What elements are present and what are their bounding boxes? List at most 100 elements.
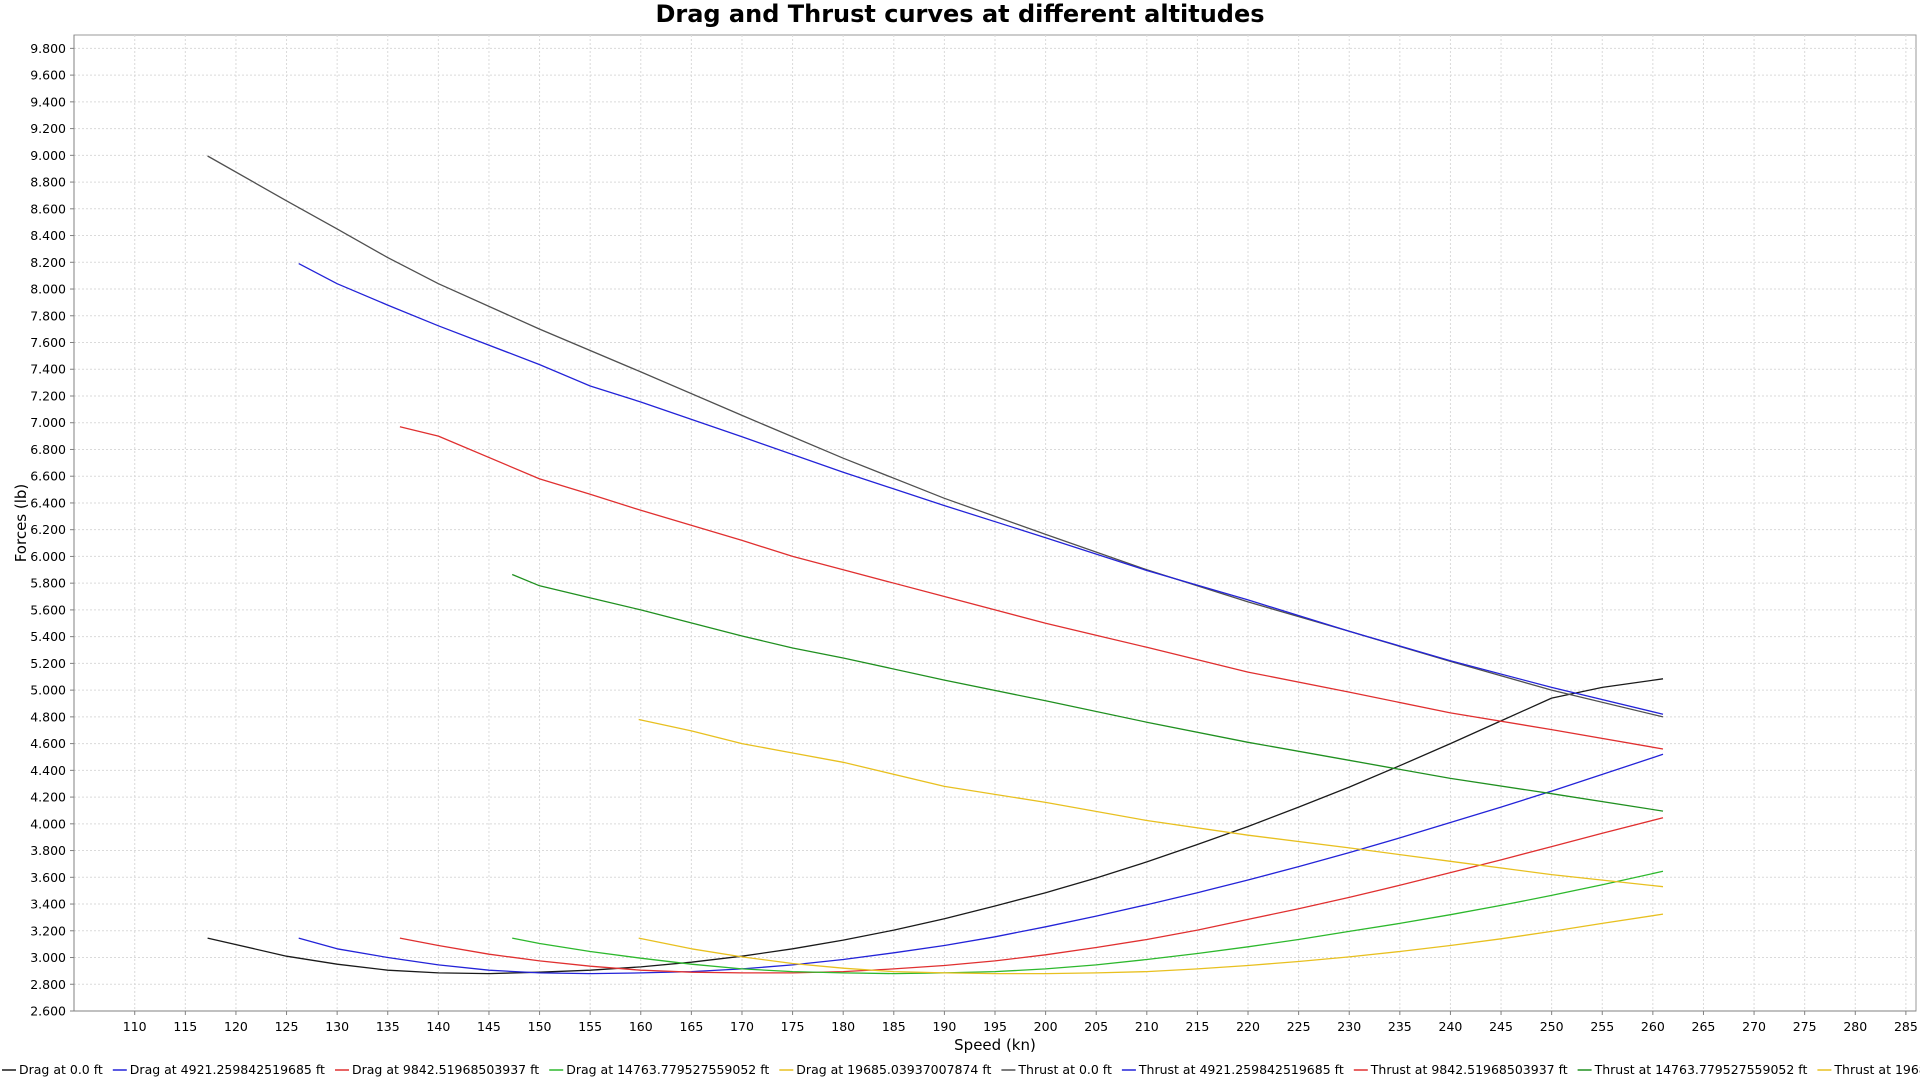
- y-tick-label: 5.800: [30, 576, 66, 591]
- y-tick-label: 2.800: [30, 977, 66, 992]
- y-tick-label: 6.000: [30, 549, 66, 564]
- y-tick-label: 7.200: [30, 388, 66, 403]
- axis-layer: 110 115 120 125 130 135 140 145 150 155 160 165 170 1…: [30, 35, 1918, 1034]
- y-tick-label: 5.400: [30, 629, 66, 644]
- x-tick-label: 220: [1236, 1019, 1260, 1034]
- x-tick-label: 195: [983, 1019, 1007, 1034]
- chart-title: Drag and Thrust curves at different alti…: [655, 0, 1265, 28]
- x-tick-label: 280: [1843, 1019, 1867, 1034]
- x-tick-label: 255: [1590, 1019, 1614, 1034]
- x-tick-label: 210: [1135, 1019, 1159, 1034]
- legend-label: Drag at 4921.259842519685 ft: [130, 1062, 325, 1077]
- x-tick-label: 110: [123, 1019, 147, 1034]
- x-tick-label: 250: [1540, 1019, 1564, 1034]
- x-tick-label: 230: [1337, 1019, 1361, 1034]
- x-tick-label: 115: [173, 1019, 197, 1034]
- x-tick-label: 125: [275, 1019, 299, 1034]
- x-tick-label: 275: [1793, 1019, 1817, 1034]
- series-line-9: [511, 573, 1664, 812]
- y-tick-label: 9.200: [30, 121, 66, 136]
- x-tick-label: 190: [932, 1019, 956, 1034]
- y-tick-label: 7.400: [30, 362, 66, 377]
- series-line-5: [638, 913, 1664, 975]
- x-tick-label: 270: [1742, 1019, 1766, 1034]
- legend-item-4: Drag at 14763.779527559052 ft: [549, 1062, 769, 1077]
- legend-item-10: Thrust at 19685.03937007874 ft: [1817, 1062, 1920, 1077]
- x-tick-label: 175: [781, 1019, 805, 1034]
- y-tick-label: 6.200: [30, 522, 66, 537]
- y-tick-label: 6.600: [30, 469, 66, 484]
- x-tick-label: 155: [578, 1019, 602, 1034]
- y-tick-label: 4.400: [30, 763, 66, 778]
- y-tick-label: 2.600: [30, 1004, 66, 1019]
- y-tick-label: 3.400: [30, 897, 66, 912]
- y-tick-label: 5.000: [30, 683, 66, 698]
- x-tick-label: 285: [1894, 1019, 1918, 1034]
- y-tick-label: 3.600: [30, 870, 66, 885]
- y-tick-label: 3.000: [30, 950, 66, 965]
- y-tick-label: 8.800: [30, 175, 66, 190]
- x-axis-label: Speed (kn): [954, 1036, 1036, 1054]
- y-tick-label: 4.600: [30, 736, 66, 751]
- x-tick-label: 215: [1185, 1019, 1209, 1034]
- x-tick-label: 165: [679, 1019, 703, 1034]
- legend-label: Drag at 9842.51968503937 ft: [352, 1062, 539, 1077]
- legend-label: Thrust at 0.0 ft: [1017, 1062, 1112, 1077]
- legend-label: Drag at 0.0 ft: [19, 1062, 103, 1077]
- legend-item-7: Thrust at 4921.259842519685 ft: [1121, 1062, 1344, 1077]
- x-tick-label: 180: [831, 1019, 855, 1034]
- y-tick-label: 4.800: [30, 709, 66, 724]
- y-tick-label: 5.600: [30, 602, 66, 617]
- x-tick-label: 225: [1287, 1019, 1311, 1034]
- legend-item-8: Thrust at 9842.51968503937 ft: [1353, 1062, 1568, 1077]
- x-tick-label: 150: [528, 1019, 552, 1034]
- legend-item-9: Thrust at 14763.779527559052 ft: [1577, 1062, 1808, 1077]
- y-tick-label: 7.000: [30, 415, 66, 430]
- y-tick-label: 4.000: [30, 816, 66, 831]
- y-tick-label: 3.800: [30, 843, 66, 858]
- y-tick-label: 5.200: [30, 656, 66, 671]
- x-tick-label: 265: [1692, 1019, 1716, 1034]
- x-tick-label: 120: [224, 1019, 248, 1034]
- series-line-1: [207, 678, 1664, 975]
- x-tick-label: 135: [376, 1019, 400, 1034]
- y-axis-label: Forces (lb): [12, 484, 30, 563]
- y-tick-label: 9.600: [30, 68, 66, 83]
- series-line-2: [298, 753, 1664, 975]
- x-tick-label: 260: [1641, 1019, 1665, 1034]
- y-tick-label: 7.600: [30, 335, 66, 350]
- legend-label: Thrust at 19685.03937007874 ft: [1833, 1062, 1920, 1077]
- x-tick-label: 240: [1439, 1019, 1463, 1034]
- legend-label: Drag at 19685.03937007874 ft: [796, 1062, 991, 1077]
- legend-label: Thrust at 9842.51968503937 ft: [1370, 1062, 1568, 1077]
- y-tick-label: 9.800: [30, 41, 66, 56]
- legend-label: Drag at 14763.779527559052 ft: [566, 1062, 769, 1077]
- x-tick-label: 205: [1084, 1019, 1108, 1034]
- legend-item-3: Drag at 9842.51968503937 ft: [335, 1062, 539, 1077]
- x-tick-label: 185: [882, 1019, 906, 1034]
- x-tick-label: 160: [629, 1019, 653, 1034]
- legend-item-2: Drag at 4921.259842519685 ft: [112, 1062, 325, 1077]
- grid-layer: [73, 34, 1917, 1012]
- series-line-8: [399, 426, 1664, 750]
- y-tick-label: 7.800: [30, 308, 66, 323]
- x-tick-label: 130: [325, 1019, 349, 1034]
- series-line-7: [298, 263, 1664, 715]
- x-tick-label: 145: [477, 1019, 501, 1034]
- series-line-10: [638, 718, 1664, 888]
- y-tick-label: 8.600: [30, 201, 66, 216]
- y-tick-label: 6.800: [30, 442, 66, 457]
- x-tick-label: 200: [1034, 1019, 1058, 1034]
- y-tick-label: 4.200: [30, 790, 66, 805]
- y-tick-label: 9.400: [30, 94, 66, 109]
- y-tick-label: 8.400: [30, 228, 66, 243]
- y-tick-label: 8.200: [30, 255, 66, 270]
- y-tick-label: 3.200: [30, 923, 66, 938]
- x-tick-label: 235: [1388, 1019, 1412, 1034]
- legend-label: Thrust at 14763.779527559052 ft: [1594, 1062, 1808, 1077]
- legend-item-5: Drag at 19685.03937007874 ft: [779, 1062, 992, 1077]
- legend-item-1: Drag at 0.0 ft: [2, 1062, 103, 1077]
- series-layer: [207, 155, 1664, 975]
- x-tick-label: 170: [730, 1019, 754, 1034]
